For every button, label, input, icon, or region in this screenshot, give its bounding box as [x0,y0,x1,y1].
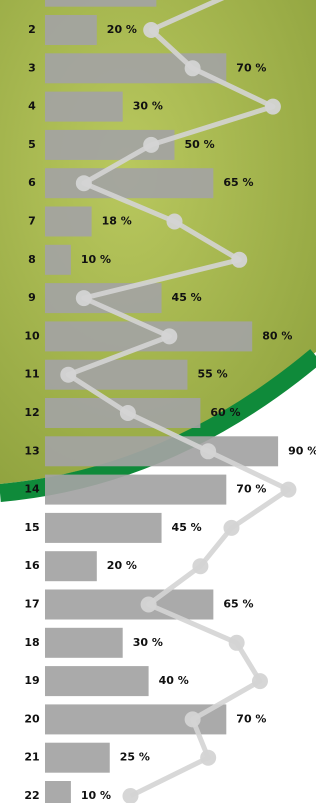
bar [45,0,156,7]
row-label: 19 [24,674,39,687]
bar [45,551,97,581]
value-label: 40 % [159,674,189,687]
line-point [229,635,245,651]
line-point [223,520,239,536]
value-label: 65 % [223,176,253,189]
row-label: 18 [24,636,39,649]
row-label: 12 [24,406,39,419]
row-label: 8 [28,253,36,266]
line-point [60,367,76,383]
bar [45,92,123,122]
line-point [76,290,92,306]
row-label: 17 [24,598,39,611]
chart: 2 20 % 3 70 % 4 30 % 5 50 % 6 65 % 7 18 % 8 10 % 9 45 %… [0,0,316,803]
bar [45,781,71,803]
line-point [167,214,183,230]
line-point [192,558,208,574]
value-label: 30 % [133,100,163,113]
row-label: 15 [24,521,39,534]
bar [45,245,71,275]
row-label: 2 [28,23,36,36]
row-label: 4 [28,100,36,113]
line-point [161,328,177,344]
row-label: 5 [28,138,36,151]
value-label: 18 % [102,215,132,228]
line-point [280,482,296,498]
line-point [200,750,216,766]
value-label: 20 % [107,559,137,572]
value-label: 50 % [185,138,215,151]
row-label: 20 [24,712,40,725]
line-point [76,175,92,191]
line-point [120,405,136,421]
row-label: 11 [24,368,39,381]
row-label: 14 [24,483,40,496]
line-point [200,443,216,459]
line-point [185,711,201,727]
bar [45,628,123,658]
line-point [143,22,159,38]
value-label: 70 % [236,483,266,496]
row-label: 7 [28,215,36,228]
value-label: 55 % [197,368,227,381]
row-label: 13 [24,444,39,457]
line-point [265,99,281,115]
page: {"chart_data": [ {"type": "bar", "catego… [0,0,316,803]
bar [45,168,213,198]
value-label: 30 % [133,636,163,649]
value-label: 90 % [288,444,316,457]
line-point [252,673,268,689]
line-point [122,788,138,803]
bar [45,475,226,505]
line-point [141,597,157,613]
row-label: 3 [28,61,36,74]
line-point [231,252,247,268]
bar [45,590,213,620]
value-label: 25 % [120,751,150,764]
value-label: 70 % [236,61,266,74]
value-label: 45 % [172,521,202,534]
line-point [185,60,201,76]
bar [45,513,162,543]
bar [45,207,92,237]
value-label: 60 % [210,406,240,419]
value-label: 45 % [172,291,202,304]
row-label: 21 [24,751,39,764]
value-label: 10 % [81,253,111,266]
bar [45,666,149,696]
bar [45,743,110,773]
row-label: 22 [24,789,39,802]
row-label: 6 [28,176,36,189]
value-label: 70 % [236,712,266,725]
bar [45,436,278,466]
row-label: 9 [28,291,36,304]
value-label: 10 % [81,789,111,802]
line-point [143,137,159,153]
value-label: 80 % [262,329,292,342]
value-label: 65 % [223,598,253,611]
bar [45,15,97,45]
row-label: 10 [24,329,40,342]
row-label: 16 [24,559,40,572]
value-label: 20 % [107,23,137,36]
